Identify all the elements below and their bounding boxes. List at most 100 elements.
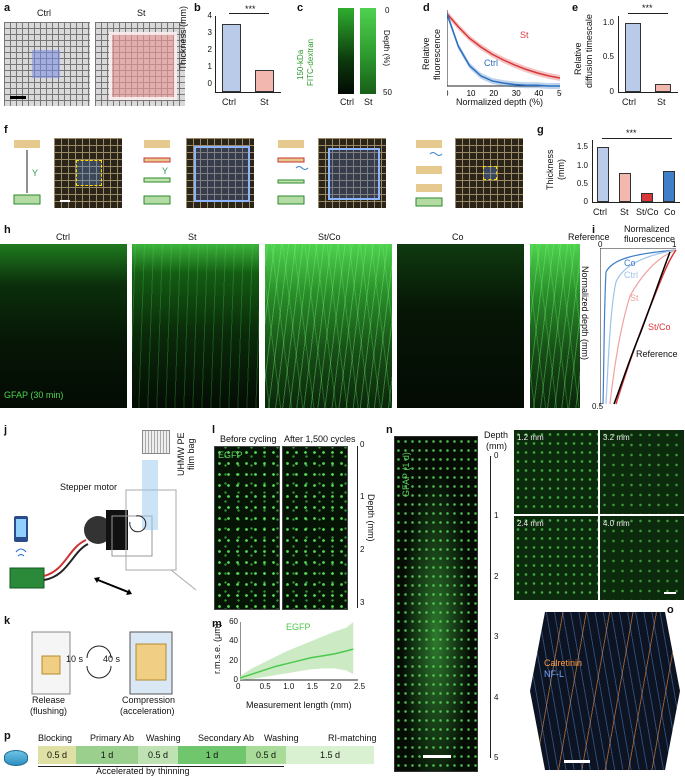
l-tick2: 2 [360, 545, 365, 554]
cycle-arrow-top [86, 645, 112, 659]
panel-label-k: k [4, 615, 11, 627]
n-inset-4: 4.0 mm [600, 516, 684, 600]
d-ylabel2: fluorescence [432, 28, 442, 80]
j-bag2: film bag [186, 438, 196, 470]
g-xaxis [592, 140, 680, 203]
b-ytick-label: 3 [207, 27, 212, 37]
thinned-block [277, 157, 305, 163]
f-co-photo [455, 138, 523, 208]
d-xticks: 0 10 20 30 40 50 [447, 89, 562, 98]
e-bar [624, 22, 642, 92]
l-after: After 1,500 cycles [284, 434, 356, 444]
scale-bar [664, 592, 676, 594]
n-depth-tick: 4 [494, 692, 499, 702]
f-st-sample [194, 146, 250, 202]
f-co-sample [483, 166, 497, 180]
film-bag [142, 460, 158, 530]
n-depth-tick: 1 [494, 511, 499, 521]
panel-label-i: i [592, 224, 596, 236]
d-series [447, 10, 561, 89]
svg-text:Y: Y [162, 166, 168, 176]
g-cat-stco: St/Co [636, 207, 659, 217]
h-stain: GFAP (30 min) [4, 390, 64, 400]
arrowheads [94, 577, 132, 595]
p-cell-secondary: 1 d [178, 746, 246, 764]
f-st-photo [186, 138, 254, 208]
h-ref-image [530, 244, 580, 408]
tissue-block [278, 140, 304, 148]
n-inset-1-label: 1.2 mm [517, 433, 544, 442]
n-inset-3: 2.4 mm [514, 516, 598, 600]
o-nfl: NF-L [544, 669, 564, 679]
panel-label-f: f [4, 124, 8, 136]
compressed-block [416, 166, 442, 174]
tissue-block [14, 140, 40, 148]
g-ytick-label: 1.0 [576, 160, 588, 170]
n-depth-tick: 5 [494, 753, 499, 762]
phone-screen [16, 519, 26, 537]
e-ylabel2: diffusion timescale [584, 14, 594, 88]
d-xtick-label: 0 [447, 89, 449, 98]
stained-block [13, 194, 41, 205]
scale-bar [10, 96, 26, 99]
a-ctrl-photo [4, 22, 90, 106]
c-top: 0 [385, 6, 390, 15]
g-sig-line [602, 138, 672, 139]
tissue-block [144, 140, 170, 148]
p-cell-blocking: 0.5 d [38, 746, 76, 764]
f-step3-diagram [277, 140, 309, 205]
cable [43, 543, 89, 581]
n-inset-2: 3.2 mm [600, 430, 684, 514]
e-yaxis [618, 16, 619, 92]
b-sig: *** [245, 4, 256, 14]
n-volume-image: GFAP (1 d) [394, 436, 478, 772]
c-st-gradient [360, 8, 376, 94]
b-yaxis [215, 16, 216, 92]
rail [170, 569, 197, 591]
m-xtick-label: 0 [236, 682, 241, 691]
k-t2: 40 s [103, 654, 121, 664]
compression-wave [295, 166, 309, 170]
panel-label-c: c [297, 2, 304, 14]
d-xtick-label: 10 [467, 89, 476, 98]
p-head-primary: Primary Ab [90, 733, 135, 743]
p-cell-washing2: 0.5 d [246, 746, 286, 764]
d-band-st [447, 10, 560, 82]
panel-label-m: m [212, 618, 222, 630]
g-bar [618, 172, 632, 202]
p-head-rimatching: RI-matching [328, 733, 377, 743]
g-bar [640, 192, 654, 202]
i-top1: 1 [672, 240, 677, 249]
m-xtick-label: 2.5 [354, 682, 366, 691]
b-bar [255, 70, 274, 92]
m-xtick-label: 2.0 [330, 682, 342, 691]
panel-label-e: e [572, 2, 579, 14]
f-ctrl-sample [76, 160, 102, 186]
e-sig-line [628, 13, 668, 14]
i-y1: 0.5 [592, 402, 604, 411]
motion-arrow [97, 579, 129, 593]
panel-label-g: g [537, 124, 544, 136]
g-ytick-label: 0.5 [576, 178, 588, 188]
i-co-label: Co [624, 258, 636, 268]
k-compression: Compression [122, 695, 176, 705]
i-st-label: St [630, 293, 639, 303]
o-calretinin: Calretinin [544, 658, 583, 668]
panel-label-a: a [4, 2, 11, 14]
f-stco-photo [318, 138, 386, 208]
c-depth: Depth (%) [382, 30, 391, 67]
g-cat-st: St [620, 207, 629, 217]
a-st-sample [109, 32, 177, 100]
d-ylabel1: Relative [421, 37, 431, 70]
p-head-washing1: Washing [146, 733, 181, 743]
d-xlabel: Normalized depth (%) [456, 97, 544, 107]
p-cell-primary: 1 d [76, 746, 138, 764]
d-xtick-label: 30 [512, 89, 521, 98]
e-ytick-label: 0.5 [602, 52, 614, 62]
compressed-block [416, 184, 442, 192]
compression-wave [429, 152, 443, 156]
h-label-co: Co [452, 232, 464, 242]
scale-bar [423, 755, 451, 758]
e-ylabel1: Relative [573, 42, 583, 75]
p-timeline: 0.5 d 1 d 0.5 d 1 d 0.5 d 1.5 d [38, 746, 374, 764]
